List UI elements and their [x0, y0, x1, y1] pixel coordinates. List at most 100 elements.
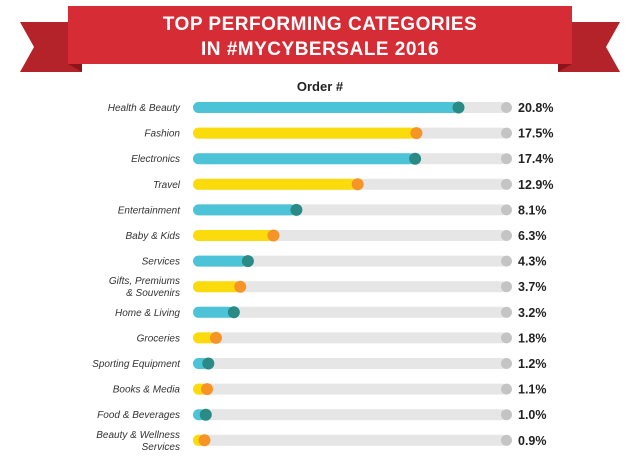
bar-end-dot — [201, 383, 214, 396]
chart-title-line-1: TOP PERFORMING CATEGORIES — [162, 14, 478, 35]
category-label-line: Groceries — [137, 333, 180, 344]
category-label-line: Entertainment — [118, 205, 181, 216]
banner-left-fold — [68, 64, 82, 72]
category-label: Baby & Kids — [126, 231, 180, 242]
category-label: Gifts, Premiums & Souvenirs — [109, 276, 180, 299]
value-label: 1.8% — [518, 331, 547, 345]
category-label-line: Baby & Kids — [126, 231, 180, 242]
category-label-line: Health & Beauty — [108, 103, 181, 114]
bar-end-dot — [452, 101, 465, 114]
bar-end-dot — [227, 306, 240, 319]
value-label: 1.1% — [518, 383, 547, 397]
category-label-line: Gifts, Premiums — [109, 276, 180, 287]
category-label-line: Travel — [153, 180, 181, 191]
bar — [193, 153, 416, 165]
banner-left-tail — [20, 22, 82, 72]
bar — [193, 102, 459, 113]
bar — [193, 204, 297, 216]
category-label: Food & Beverages — [97, 410, 180, 421]
track-end-dot — [501, 358, 512, 369]
category-label: Books & Media — [113, 385, 181, 396]
bar-chart: Health & Beauty 20.8% Fashion 17.5% Electron… — [92, 101, 553, 453]
category-label-line: Services — [142, 442, 180, 453]
bar-end-dot — [202, 357, 215, 370]
bar-track — [193, 409, 507, 421]
track-end-dot — [501, 409, 512, 421]
category-label: Health & Beauty — [108, 103, 181, 114]
series-label: Order # — [296, 79, 344, 94]
category-label: Home & Living — [115, 308, 180, 319]
category-label-line: Electronics — [131, 154, 180, 165]
bar-end-dot — [199, 408, 212, 421]
category-label-line: Fashion — [144, 129, 180, 140]
banner-body — [68, 6, 572, 64]
category-label: Groceries — [137, 333, 180, 344]
bar-end-dot — [410, 127, 423, 140]
value-label: 0.9% — [518, 434, 547, 448]
track-end-dot — [501, 127, 512, 139]
title-banner — [20, 6, 620, 72]
value-label: 17.4% — [518, 152, 553, 166]
category-label: Fashion — [144, 129, 180, 140]
bar-end-dot — [234, 280, 247, 293]
bar — [193, 281, 241, 293]
chart-title-line-2: IN #MYCYBERSALE 2016 — [200, 39, 440, 60]
value-label: 12.9% — [518, 178, 553, 192]
category-label: Sporting Equipment — [92, 359, 181, 370]
category-label: Services — [142, 257, 180, 268]
value-label: 6.3% — [518, 229, 547, 243]
track-end-dot — [501, 383, 512, 395]
value-label: 4.3% — [518, 255, 547, 269]
track-end-dot — [501, 281, 512, 293]
category-label-line: Books & Media — [113, 385, 181, 396]
category-label-line: Food & Beverages — [97, 410, 180, 421]
bar — [193, 230, 274, 241]
bar — [193, 127, 417, 139]
category-label: Entertainment — [118, 205, 181, 216]
track-end-dot — [501, 102, 512, 113]
value-label: 3.2% — [518, 306, 547, 320]
bar-track — [193, 358, 507, 369]
bar-end-dot — [241, 255, 254, 268]
bar — [193, 255, 248, 267]
value-label: 20.8% — [518, 101, 553, 115]
category-label-line: & Souvenirs — [126, 288, 180, 299]
track-end-dot — [501, 332, 512, 344]
bar — [193, 178, 358, 190]
category-label: Electronics — [131, 154, 180, 165]
track-end-dot — [501, 306, 512, 318]
category-label: Beauty & Wellness Services — [96, 430, 180, 453]
bar-track — [193, 383, 507, 395]
track-end-dot — [501, 178, 512, 190]
value-label: 17.5% — [518, 127, 553, 141]
value-label: 1.0% — [518, 408, 547, 422]
track-end-dot — [501, 153, 512, 165]
bar — [193, 306, 234, 318]
banner-right-tail — [558, 22, 620, 72]
category-label-line: Beauty & Wellness — [96, 430, 180, 441]
bar-track — [193, 434, 507, 446]
category-label: Travel — [153, 180, 181, 191]
bar-track — [193, 255, 507, 267]
banner-right-fold — [558, 64, 572, 72]
bar-end-dot — [267, 229, 280, 242]
bar-end-dot — [290, 203, 303, 216]
category-label-line: Sporting Equipment — [92, 359, 181, 370]
bar-track — [193, 332, 507, 344]
bar-track — [193, 306, 507, 318]
category-label-line: Home & Living — [115, 308, 180, 319]
track-end-dot — [501, 204, 512, 216]
bar-end-dot — [198, 434, 211, 447]
value-label: 8.1% — [518, 203, 547, 217]
category-label-line: Services — [142, 257, 180, 268]
track-end-dot — [501, 230, 512, 241]
bar-end-dot — [351, 178, 364, 191]
bar — [193, 332, 216, 344]
track-end-dot — [501, 434, 512, 446]
value-label: 1.2% — [518, 357, 547, 371]
bar-end-dot — [209, 331, 222, 344]
track-end-dot — [501, 255, 512, 267]
bar-track — [193, 281, 507, 293]
value-label: 3.7% — [518, 280, 547, 294]
bar-end-dot — [409, 152, 422, 165]
